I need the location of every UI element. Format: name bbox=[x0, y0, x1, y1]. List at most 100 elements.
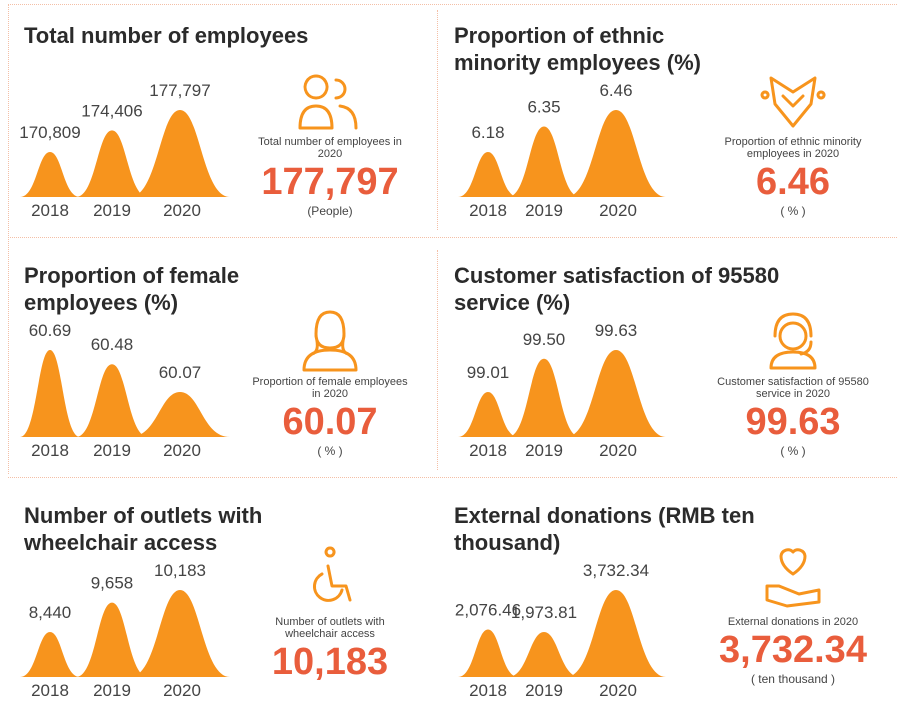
panel: Customer satisfaction of 95580 service (… bbox=[438, 240, 895, 476]
panel: Proportion of female employees (%) 60.69 2… bbox=[8, 240, 436, 476]
x-tick-label: 2019 bbox=[525, 201, 563, 220]
value-label: 10,183 bbox=[154, 561, 206, 580]
value-label: 9,658 bbox=[91, 574, 134, 593]
icon bbox=[765, 548, 821, 608]
value-label: 170,809 bbox=[19, 123, 80, 142]
peak bbox=[566, 350, 666, 437]
value-label: 99.01 bbox=[467, 363, 510, 382]
value-label: 60.69 bbox=[29, 321, 72, 340]
panel: Total number of employees 170,809 2018 174,… bbox=[8, 0, 436, 236]
peak bbox=[130, 392, 230, 437]
highlight: Proportion of ethnic minority employees … bbox=[698, 130, 888, 218]
peak bbox=[20, 632, 80, 677]
x-tick-label: 2019 bbox=[525, 681, 563, 700]
peak bbox=[458, 629, 518, 677]
panel: Number of outlets with wheelchair access… bbox=[8, 480, 436, 713]
value-label: 6.35 bbox=[527, 98, 560, 117]
highlight: Number of outlets with wheelchair access… bbox=[235, 610, 425, 684]
value-label: 8,440 bbox=[29, 603, 72, 622]
highlight-unit: ( ten thousand ) bbox=[750, 672, 836, 686]
icon bbox=[769, 312, 817, 370]
x-tick-label: 2018 bbox=[31, 681, 69, 700]
separator bbox=[8, 237, 897, 238]
value-label: 6.18 bbox=[471, 123, 504, 142]
chart: 170,809 2018 174,406 2019 177,797 2020 bbox=[19, 74, 358, 220]
icon bbox=[298, 74, 358, 130]
x-tick-label: 2018 bbox=[31, 201, 69, 220]
value-label: 6.46 bbox=[599, 81, 632, 100]
value-label: 3,732.34 bbox=[583, 561, 649, 580]
peak bbox=[76, 130, 148, 197]
peak bbox=[20, 350, 80, 437]
peak bbox=[566, 110, 666, 197]
value-label: 99.50 bbox=[523, 330, 566, 349]
highlight-value: 3,732.34 bbox=[719, 629, 867, 671]
x-tick-label: 2019 bbox=[93, 201, 131, 220]
x-tick-label: 2019 bbox=[525, 441, 563, 460]
highlight-caption: Proportion of female employees in 2020 bbox=[252, 376, 408, 400]
highlight-unit: ( % ) bbox=[317, 444, 343, 458]
panel-title: Customer satisfaction of 95580 service (… bbox=[454, 263, 780, 315]
x-tick-label: 2018 bbox=[469, 201, 507, 220]
peak bbox=[566, 590, 666, 677]
panel-title: Proportion of ethnic minority employees … bbox=[454, 23, 701, 75]
x-tick-label: 2020 bbox=[599, 201, 637, 220]
highlight-caption: External donations in 2020 bbox=[727, 616, 859, 628]
value-label: 174,406 bbox=[81, 101, 142, 120]
peak bbox=[508, 632, 580, 677]
x-tick-label: 2018 bbox=[31, 441, 69, 460]
peak bbox=[130, 110, 230, 197]
highlight: External donations in 2020 3,732.34( ten … bbox=[698, 610, 888, 686]
highlight-unit: ( % ) bbox=[780, 444, 806, 458]
x-tick-label: 2020 bbox=[599, 681, 637, 700]
highlight: Customer satisfaction of 95580 service i… bbox=[698, 370, 888, 458]
chart: 60.69 2018 60.48 2019 60.07 2020 bbox=[20, 310, 358, 460]
x-tick-label: 2018 bbox=[469, 681, 507, 700]
icon bbox=[302, 310, 358, 372]
peak bbox=[76, 364, 148, 437]
separator bbox=[8, 4, 897, 5]
highlight-unit: ( % ) bbox=[780, 204, 806, 218]
panel-title: Proportion of female employees (%) bbox=[24, 263, 240, 315]
icon bbox=[760, 76, 826, 128]
peak bbox=[508, 358, 580, 437]
highlight-caption: Number of outlets with wheelchair access bbox=[275, 616, 385, 640]
x-tick-label: 2018 bbox=[469, 441, 507, 460]
panel-title: Number of outlets with wheelchair access bbox=[24, 503, 263, 555]
value-label: 177,797 bbox=[149, 81, 210, 100]
peak bbox=[76, 602, 148, 677]
highlight-unit: (People) bbox=[307, 204, 353, 218]
chart: 2,076.46 2018 1,973.81 2019 3,732.34 2020 bbox=[455, 548, 821, 700]
highlight-caption: Customer satisfaction of 95580 service i… bbox=[717, 376, 869, 400]
highlight-caption: Total number of employees in 2020 bbox=[258, 136, 402, 160]
panel: External donations (RMB ten thousand) 2,0… bbox=[438, 480, 895, 713]
highlight-caption: Proportion of ethnic minority employees … bbox=[724, 136, 862, 160]
highlight: Total number of employees in 2020 177,797… bbox=[235, 130, 425, 218]
panel-title: Total number of employees bbox=[24, 23, 309, 48]
value-label: 60.07 bbox=[159, 363, 202, 382]
value-label: 1,973.81 bbox=[511, 603, 577, 622]
peak bbox=[458, 392, 518, 437]
x-tick-label: 2019 bbox=[93, 441, 131, 460]
highlight-value: 60.07 bbox=[282, 401, 378, 443]
peak bbox=[458, 152, 518, 197]
x-tick-label: 2019 bbox=[93, 681, 131, 700]
separator bbox=[437, 10, 438, 230]
highlight-value: 10,183 bbox=[271, 641, 389, 683]
highlight-value: 177,797 bbox=[261, 161, 399, 203]
separator bbox=[8, 477, 897, 478]
highlight: Proportion of female employees in 2020 60… bbox=[235, 370, 425, 458]
peak bbox=[20, 152, 80, 197]
chart: 6.18 2018 6.35 2019 6.46 2020 bbox=[458, 76, 826, 220]
chart: 99.01 2018 99.50 2019 99.63 2020 bbox=[458, 312, 817, 460]
separator bbox=[437, 250, 438, 470]
value-label: 60.48 bbox=[91, 335, 134, 354]
icon bbox=[312, 546, 352, 602]
separator bbox=[8, 4, 9, 474]
value-label: 99.63 bbox=[595, 321, 638, 340]
peak bbox=[130, 590, 230, 677]
x-tick-label: 2020 bbox=[163, 681, 201, 700]
value-label: 2,076.46 bbox=[455, 601, 521, 620]
highlight-value: 99.63 bbox=[745, 401, 841, 443]
